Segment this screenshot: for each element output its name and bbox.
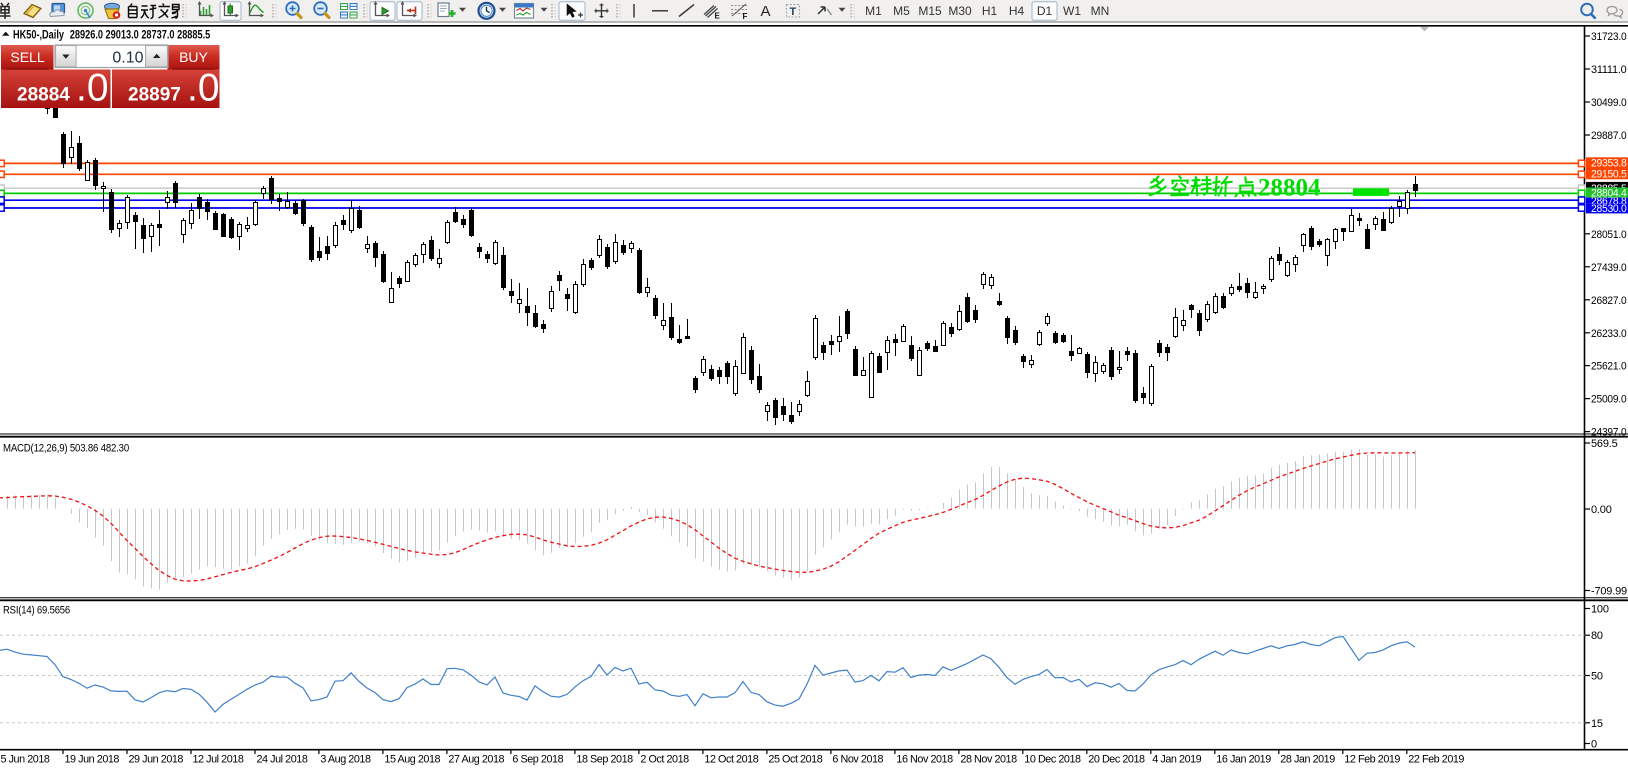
svg-text:28678.8: 28678.8 — [1591, 196, 1627, 208]
svg-text:RSI(14) 69.5656: RSI(14) 69.5656 — [3, 605, 70, 617]
svg-text:31111.0: 31111.0 — [1591, 64, 1627, 76]
svg-text:-709.99: -709.99 — [1591, 586, 1627, 598]
svg-text:M30: M30 — [948, 4, 972, 18]
svg-text:.0: .0 — [187, 67, 220, 110]
svg-text:W1: W1 — [1063, 4, 1081, 18]
svg-text:100: 100 — [1591, 604, 1609, 616]
svg-text:M15: M15 — [918, 4, 942, 18]
svg-text:28 Jan 2019: 28 Jan 2019 — [1280, 754, 1335, 766]
svg-text:28885.5: 28885.5 — [1591, 183, 1627, 195]
svg-text:16 Jan 2019: 16 Jan 2019 — [1216, 754, 1271, 766]
svg-text:26233.0: 26233.0 — [1591, 328, 1627, 340]
svg-text:30499.0: 30499.0 — [1591, 97, 1627, 109]
svg-text:6 Sep 2018: 6 Sep 2018 — [512, 754, 563, 766]
svg-text:50: 50 — [1591, 671, 1603, 683]
svg-text:12 Feb 2019: 12 Feb 2019 — [1344, 754, 1400, 766]
svg-text:A: A — [761, 3, 771, 20]
svg-text:25 Oct 2018: 25 Oct 2018 — [768, 754, 822, 766]
svg-text:0: 0 — [1591, 739, 1597, 751]
svg-text:MACD(12,26,9) 503.86 482.30: MACD(12,26,9) 503.86 482.30 — [3, 443, 129, 455]
svg-text:12 Jul 2018: 12 Jul 2018 — [193, 754, 244, 766]
svg-text:H4: H4 — [1009, 4, 1025, 18]
svg-text:5 Jun 2018: 5 Jun 2018 — [1, 754, 50, 766]
svg-text:28897: 28897 — [128, 85, 181, 106]
svg-text:28884: 28884 — [17, 85, 70, 106]
svg-text:27439.0: 27439.0 — [1591, 262, 1627, 274]
svg-text:15: 15 — [1591, 718, 1603, 730]
svg-text:2 Oct 2018: 2 Oct 2018 — [640, 754, 689, 766]
svg-text:BUY: BUY — [179, 49, 208, 65]
svg-text:SELL: SELL — [10, 49, 44, 65]
svg-text:29150.5: 29150.5 — [1591, 169, 1627, 181]
svg-text:0.10: 0.10 — [112, 49, 143, 66]
svg-text:28926.0 29013.0 28737.0 28885.: 28926.0 29013.0 28737.0 28885.5 — [70, 29, 211, 42]
svg-text:28804: 28804 — [1258, 175, 1321, 202]
svg-text:20 Dec 2018: 20 Dec 2018 — [1088, 754, 1145, 766]
svg-text:HK50-,Daily: HK50-,Daily — [13, 29, 64, 42]
svg-text:31723.0: 31723.0 — [1591, 31, 1627, 43]
svg-text:29887.0: 29887.0 — [1591, 130, 1627, 142]
svg-text:E: E — [715, 12, 721, 21]
svg-text:6 Nov 2018: 6 Nov 2018 — [832, 754, 883, 766]
svg-text:12 Oct 2018: 12 Oct 2018 — [704, 754, 758, 766]
svg-text:3 Aug 2018: 3 Aug 2018 — [320, 754, 371, 766]
svg-text:H1: H1 — [982, 4, 998, 18]
svg-text:M1: M1 — [865, 4, 882, 18]
svg-text:28804.4: 28804.4 — [1591, 188, 1627, 200]
svg-text:10 Dec 2018: 10 Dec 2018 — [1024, 754, 1081, 766]
svg-text:19 Jun 2018: 19 Jun 2018 — [65, 754, 120, 766]
svg-text:24 Jul 2018: 24 Jul 2018 — [257, 754, 308, 766]
svg-text:15 Aug 2018: 15 Aug 2018 — [384, 754, 440, 766]
svg-text:T: T — [790, 6, 797, 18]
svg-text:0.00: 0.00 — [1591, 504, 1612, 516]
svg-text:28530.0: 28530.0 — [1591, 203, 1627, 215]
svg-text:16 Nov 2018: 16 Nov 2018 — [896, 754, 953, 766]
svg-text:4 Jan 2019: 4 Jan 2019 — [1152, 754, 1201, 766]
svg-text:M5: M5 — [893, 4, 910, 18]
svg-text:MN: MN — [1091, 4, 1110, 18]
svg-text:24397.0: 24397.0 — [1591, 427, 1627, 439]
svg-text:25009.0: 25009.0 — [1591, 394, 1627, 406]
svg-text:29353.8: 29353.8 — [1591, 158, 1627, 170]
svg-text:F: F — [743, 12, 748, 21]
svg-text:29 Jun 2018: 29 Jun 2018 — [129, 754, 184, 766]
svg-text:80: 80 — [1591, 630, 1603, 642]
svg-text:28 Nov 2018: 28 Nov 2018 — [960, 754, 1017, 766]
svg-text:.0: .0 — [76, 67, 109, 110]
svg-text:26827.0: 26827.0 — [1591, 295, 1627, 307]
svg-text:28051.0: 28051.0 — [1591, 229, 1627, 241]
svg-text:25621.0: 25621.0 — [1591, 361, 1627, 373]
svg-text:D1: D1 — [1037, 4, 1053, 18]
svg-text:22 Feb 2019: 22 Feb 2019 — [1408, 754, 1464, 766]
svg-text:18 Sep 2018: 18 Sep 2018 — [576, 754, 633, 766]
svg-text:27 Aug 2018: 27 Aug 2018 — [448, 754, 504, 766]
svg-text:569.5: 569.5 — [1591, 438, 1618, 450]
